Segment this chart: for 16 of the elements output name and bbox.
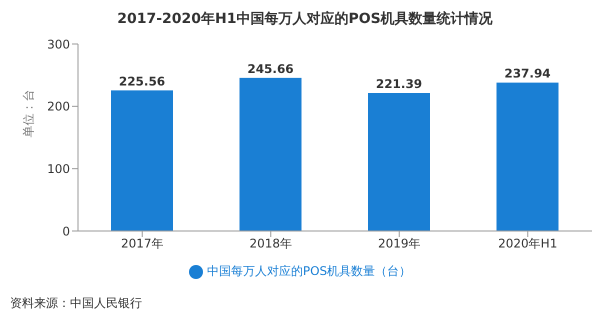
data-label: 245.66	[247, 62, 294, 76]
text: 资料来源：中国人民银行	[10, 295, 143, 312]
data-label: 225.56	[118, 74, 166, 88]
y-tick-label: 200	[47, 100, 70, 114]
x-tick-label: 2017年	[120, 236, 164, 251]
y-tick-label: 300	[47, 37, 70, 52]
x-tick-label: 2018年	[249, 236, 292, 251]
y-tick-label: 100	[47, 162, 70, 176]
legend-label: 中国每万人对应的POS机具数量（台）	[206, 264, 412, 278]
data-label: 221.39	[376, 77, 422, 91]
y-axis-title: 单位：台	[21, 90, 36, 138]
x-tick-label: 2019年	[378, 236, 421, 251]
y-tick-label: 0	[62, 224, 70, 238]
chart-title: 2017-2020年H1中国每万人对应的POS机具数量统计情况	[116, 10, 494, 29]
x-tick-label: 2020年H1	[498, 236, 558, 251]
data-label: 237.94	[504, 66, 551, 81]
